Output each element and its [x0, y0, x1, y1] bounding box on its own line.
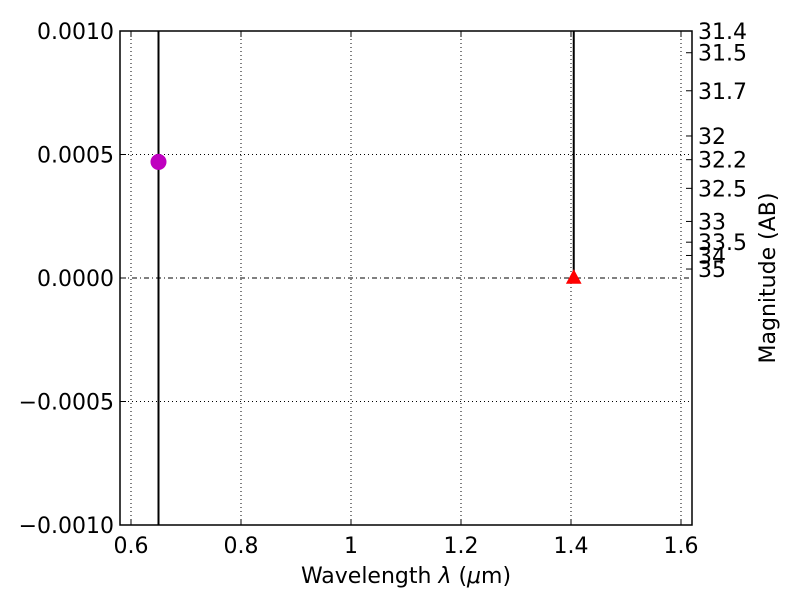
data-point-circle	[150, 153, 167, 170]
y2-tick-label: 31.4	[698, 20, 747, 45]
y2-tick-label: 31.5	[698, 42, 747, 67]
x-axis-label-unit-mu: μ	[466, 564, 481, 589]
x-axis-label-text: Wavelength	[301, 564, 439, 589]
y-tick-label: 0.0005	[37, 144, 114, 169]
x-tick-label: 0.8	[224, 534, 259, 559]
x-axis-label: Wavelength λ (μm)	[301, 564, 511, 589]
x-axis-label-unit-close: m)	[481, 564, 511, 589]
y2-tick-label: 34	[698, 244, 726, 269]
y2-tick-label: 35	[698, 258, 726, 283]
x-tick-label: 1.4	[554, 534, 589, 559]
x-axis-label-symbol: λ	[437, 564, 451, 589]
y-tick-label: −0.0010	[19, 514, 114, 539]
y2-tick-label: 33.5	[698, 231, 747, 256]
x-tick-label: 1.2	[444, 534, 479, 559]
y-tick-label: −0.0005	[19, 391, 114, 416]
y2-tick-label: 32.5	[698, 177, 747, 202]
tick-labels: 0.6 0.8 1 1.2 1.4 1.6 −0.0010 −0.0005 0.0000 0.00…	[19, 20, 747, 559]
axis-ticks	[120, 30, 692, 526]
x-tick-label: 0.6	[114, 534, 149, 559]
y2-tick-label: 33	[698, 210, 726, 235]
y2-tick-label: 32.2	[698, 149, 747, 174]
y-tick-label: 0.0010	[37, 20, 114, 45]
right-y-axis-label: Magnitude (AB)	[756, 193, 781, 364]
y-tick-label: 0.0000	[37, 267, 114, 292]
y2-tick-label: 31.7	[698, 80, 747, 105]
data-point-triangle	[565, 269, 582, 284]
x-axis-label-unit-open: (	[451, 564, 467, 589]
y2-tick-label: 32	[698, 125, 726, 150]
data-marks	[150, 31, 582, 525]
x-tick-label: 1.6	[664, 534, 699, 559]
x-tick-label: 1	[344, 534, 358, 559]
